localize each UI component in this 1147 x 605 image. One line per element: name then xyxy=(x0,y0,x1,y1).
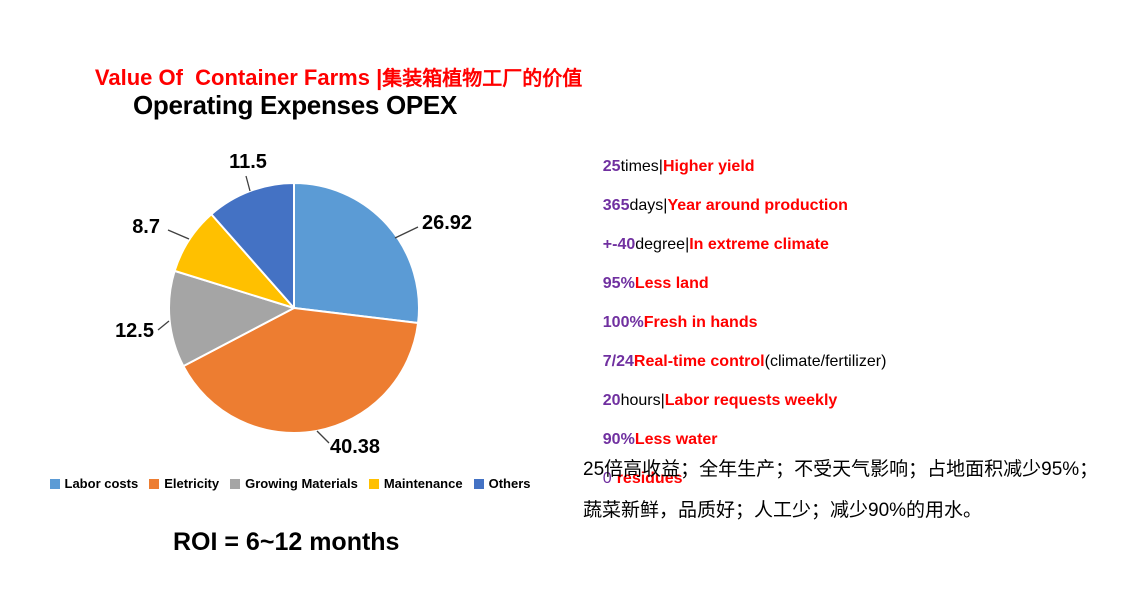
benefit-less-water: 90%Less water xyxy=(585,381,1145,448)
benefit-number: 100% xyxy=(602,314,644,331)
benefit-text: In extreme climate xyxy=(689,236,829,253)
benefit-text: Real-time control xyxy=(633,353,765,370)
page-title: Value Of Container Farms |集装箱植物工厂的价值 xyxy=(86,44,582,91)
pie-value-label: 8.7 xyxy=(132,216,160,238)
benefit-text: Fresh in hands xyxy=(643,314,758,331)
page-title-chinese: 集装箱植物工厂的价值 xyxy=(382,68,583,90)
benefit-number: +-40 xyxy=(602,236,636,253)
legend-item-eletricity: Eletricity xyxy=(149,476,219,491)
pie-slice-eletricity xyxy=(182,307,420,434)
benefit-zero-residues: 0 residues xyxy=(585,420,1145,487)
benefit-extreme-climate: +-40degree|In extreme climate xyxy=(585,186,1145,253)
legend-label: Others xyxy=(488,476,531,491)
benefit-number: 20 xyxy=(602,392,621,409)
benefit-less-land: 95%Less land xyxy=(585,225,1145,292)
benefit-text: Higher yield xyxy=(662,158,755,175)
benefit-text: Year around production xyxy=(667,197,848,214)
legend-label: Labor costs xyxy=(64,476,139,491)
pie-value-label: 11.5 xyxy=(229,151,267,173)
legend-item-labor-costs: Labor costs xyxy=(49,476,139,491)
benefit-text: residues xyxy=(616,470,683,487)
pie-leader-line xyxy=(167,229,190,240)
legend-swatch-maintenance xyxy=(368,478,379,489)
benefit-higher-yield: 25times|Higher yield xyxy=(585,108,1145,175)
pie-value-label: 12.5 xyxy=(115,320,154,342)
chart-legend: Labor costs Eletricity Growing Materials… xyxy=(40,476,540,491)
page-title-english: Value Of Container Farms | xyxy=(94,65,383,90)
benefit-fresh-in-hands: 100%Fresh in hands xyxy=(585,264,1145,331)
pie-leader-line xyxy=(394,226,419,239)
legend-item-growing-materials: Growing Materials xyxy=(230,476,358,491)
benefit-unit: hours| xyxy=(620,392,665,409)
benefit-text: Less land xyxy=(634,275,709,292)
legend-swatch-labor-costs xyxy=(49,478,60,489)
legend-swatch-others xyxy=(473,478,484,489)
pie-leader-line xyxy=(245,175,251,192)
pie-value-label: 26.92 xyxy=(422,212,472,234)
roi-statement: ROI = 6~12 months xyxy=(173,528,400,556)
pie-leader-line xyxy=(316,430,330,444)
legend-swatch-growing-materials xyxy=(230,478,241,489)
legend-label: Eletricity xyxy=(164,476,220,491)
legend-label: Growing Materials xyxy=(245,476,358,491)
benefit-number: 0 xyxy=(602,470,612,487)
benefit-number: 365 xyxy=(602,197,630,214)
benefit-year-around: 365days|Year around production xyxy=(585,147,1145,214)
benefit-number: 25 xyxy=(602,158,621,175)
pie-leader-line xyxy=(157,320,170,331)
pie-slice-others xyxy=(210,182,295,309)
benefits-list: 25times|Higher yield 365days|Year around… xyxy=(585,108,1145,487)
opex-pie-chart: 26.92 40.38 12.5 8.7 11.5 xyxy=(115,151,472,458)
legend-item-maintenance: Maintenance xyxy=(368,476,463,491)
benefit-unit: times| xyxy=(620,158,663,175)
chart-title: Operating Expenses OPEX xyxy=(133,90,457,120)
benefit-realtime-control: 7/24Real-time control(climate/fertilizer… xyxy=(585,303,1145,370)
pie-value-label: 40.38 xyxy=(330,436,380,458)
benefit-number: 90% xyxy=(602,431,635,448)
pie-slice-labor-costs xyxy=(293,182,420,325)
legend-label: Maintenance xyxy=(383,476,463,491)
legend-item-others: Others xyxy=(473,476,531,491)
benefit-number: 95% xyxy=(602,275,635,292)
legend-swatch-eletricity xyxy=(149,478,160,489)
benefit-text: Labor requests weekly xyxy=(664,392,838,409)
benefit-number: 7/24 xyxy=(602,353,634,370)
benefit-labor-requests: 20hours|Labor requests weekly xyxy=(585,342,1145,409)
benefit-text: Less water xyxy=(634,431,718,448)
benefit-note: (climate/fertilizer) xyxy=(764,353,887,370)
benefit-unit: days| xyxy=(629,197,668,214)
chinese-summary: 25倍高收益；全年生产；不受天气影响；占地面积减少95%； 蔬菜新鲜，品质好；人… xyxy=(583,459,1099,521)
benefit-unit: degree| xyxy=(635,236,690,253)
pie-slice-growing-materials xyxy=(168,269,295,368)
